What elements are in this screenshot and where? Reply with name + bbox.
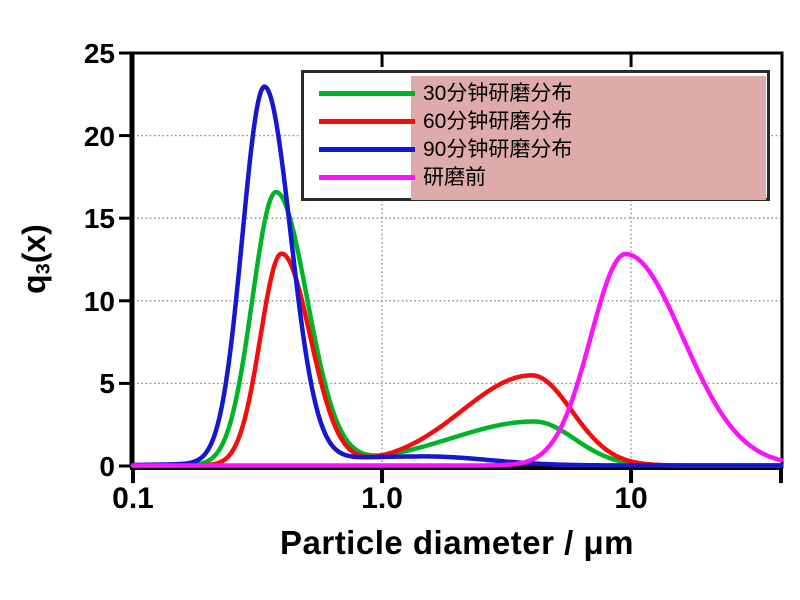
legend-item-before: 研磨前: [304, 164, 767, 192]
legend-rows: 30分钟研磨分布 60分钟研磨分布 90分钟研磨分布 研磨前: [304, 73, 767, 198]
legend-label-30min: 30分钟研磨分布: [423, 82, 573, 105]
legend: 30分钟研磨分布 60分钟研磨分布 90分钟研磨分布 研磨前: [301, 70, 770, 201]
legend-item-90min: 90分钟研磨分布: [304, 136, 767, 164]
x-tick-label-10: 10: [614, 482, 648, 515]
legend-line-swatch-30min: [319, 91, 415, 96]
legend-item-30min: 30分钟研磨分布: [304, 80, 767, 108]
y-tick-label-20: 20: [83, 120, 115, 152]
y-tick-label-25: 25: [83, 38, 115, 69]
legend-item-60min: 60分钟研磨分布: [304, 108, 767, 136]
legend-label-90min: 90分钟研磨分布: [423, 138, 573, 161]
y-tick-label-10: 10: [83, 285, 115, 317]
legend-line-swatch-before: [319, 175, 415, 180]
y-tick-label-15: 15: [83, 203, 115, 235]
legend-line-swatch-90min: [319, 147, 415, 152]
legend-label-before: 研磨前: [423, 166, 486, 189]
y-axis-title-base: q: [16, 274, 52, 294]
curve-2: [130, 84, 784, 468]
x-axis-title: Particle diameter / μm: [279, 524, 634, 561]
y-tick-label-5: 5: [99, 368, 115, 400]
legend-label-60min: 60分钟研磨分布: [423, 110, 573, 133]
curve-3: [130, 251, 784, 468]
y-axis-title-subscript: 3: [32, 263, 55, 275]
legend-highlight: [411, 76, 766, 200]
legend-line-swatch-60min: [319, 119, 415, 124]
y-axis-title: q3(x): [16, 159, 58, 359]
y-tick-label-0: 0: [99, 451, 115, 482]
x-tick-label-0.1: 0.1: [112, 482, 154, 515]
curve-0: [130, 189, 784, 468]
y-axis-title-rest: (x): [16, 224, 52, 264]
x-tick-label-1.0: 1.0: [361, 482, 403, 515]
